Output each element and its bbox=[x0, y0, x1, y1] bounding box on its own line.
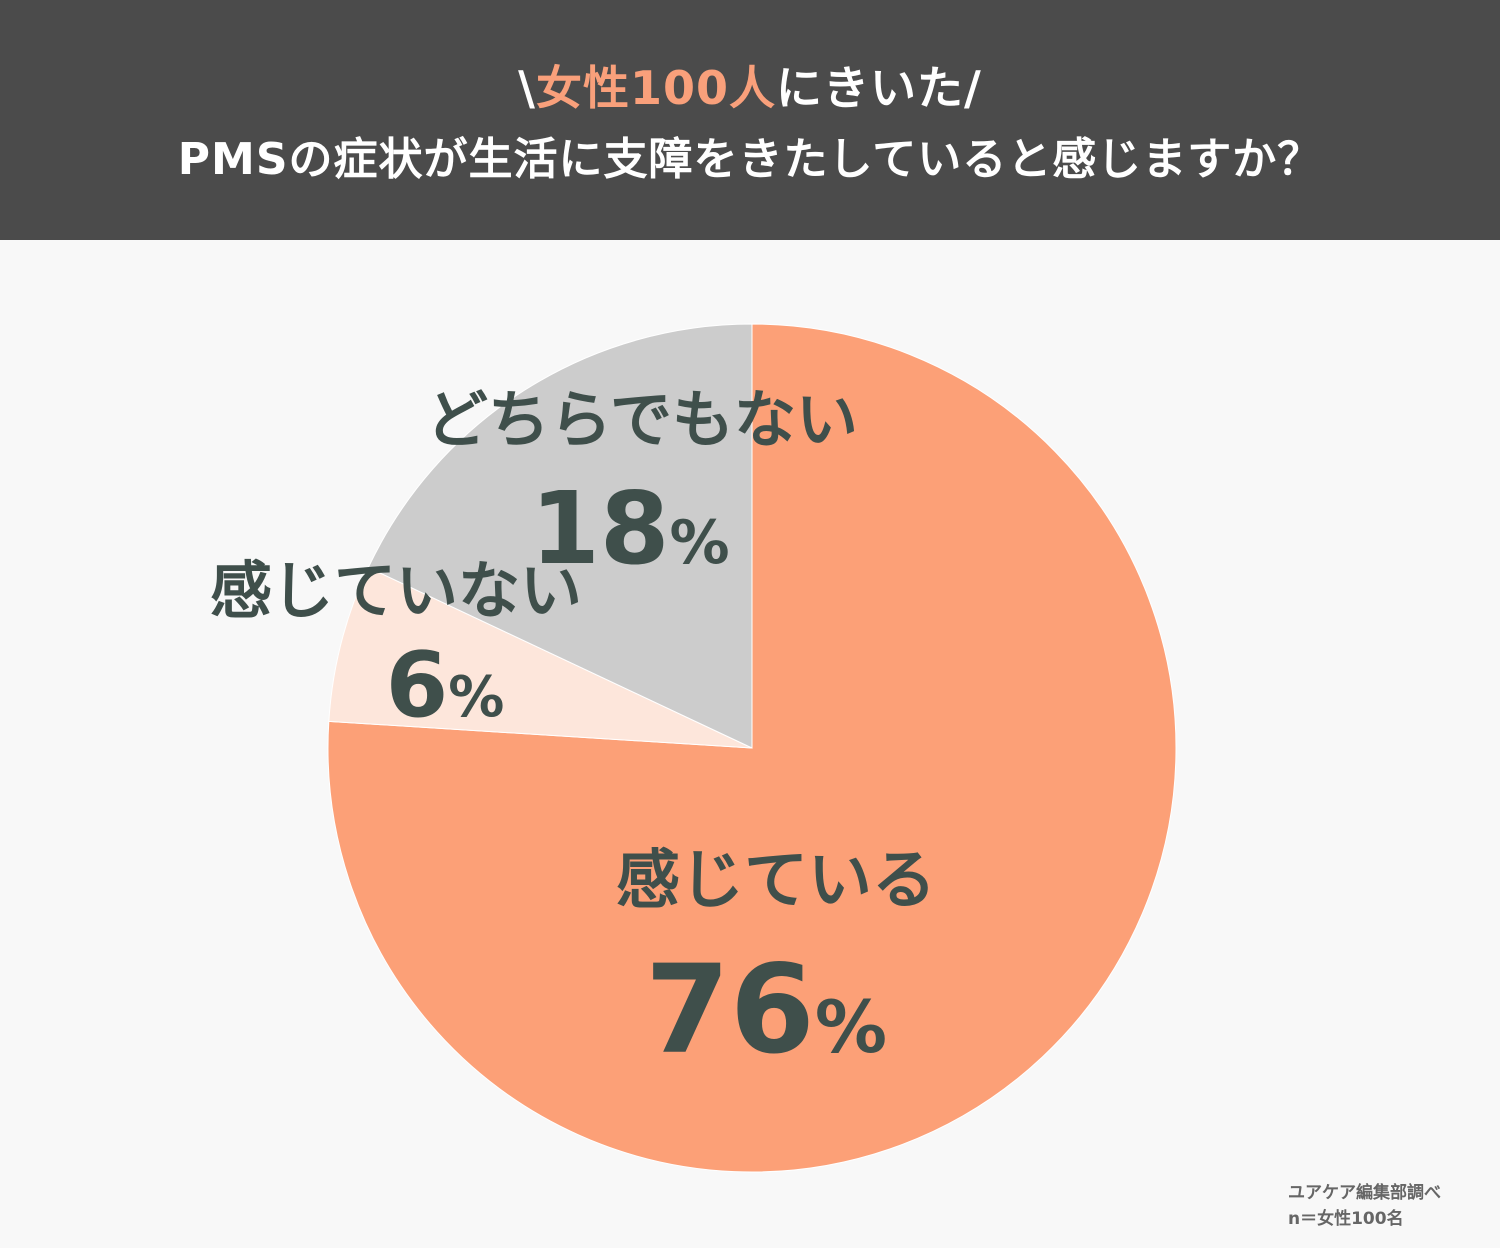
slice-value-neither-number: 18 bbox=[530, 470, 669, 587]
header-banner: \女性100人にきいた/ PMSの症状が生活に支障をきたしていると感じますか？ bbox=[0, 0, 1500, 240]
slice-label-neither: どちらでもない bbox=[426, 383, 858, 456]
pie-slice-not-feel bbox=[328, 566, 753, 749]
header-suffix: にきいた/ bbox=[776, 61, 982, 115]
slice-value-neither: 18% bbox=[530, 470, 729, 587]
slice-value-feel-number: 76 bbox=[645, 939, 815, 1081]
slice-value-feel-unit: % bbox=[815, 985, 887, 1069]
slice-value-not-feel-number: 6 bbox=[386, 633, 449, 738]
pie-slice-neither bbox=[367, 323, 753, 749]
source-line-2: n＝女性100名 bbox=[1288, 1209, 1404, 1229]
slice-value-neither-unit: % bbox=[670, 508, 730, 578]
header-prefix: \ bbox=[518, 61, 536, 115]
header-accent: 女性100人 bbox=[535, 61, 777, 115]
slice-value-not-feel: 6% bbox=[386, 633, 505, 738]
chart-title: PMSの症状が生活に支障をきたしていると感じますか？ bbox=[177, 134, 1323, 185]
slice-value-feel: 76% bbox=[645, 939, 887, 1081]
header-line-1: \女性100人にきいた/ bbox=[0, 58, 1500, 118]
slice-label-feel: 感じている bbox=[616, 844, 936, 918]
source-note: ユアケア編集部調べ n＝女性100名 bbox=[1288, 1180, 1441, 1232]
slice-label-not-feel: 感じていない bbox=[210, 554, 582, 627]
slice-value-not-feel-unit: % bbox=[448, 665, 504, 730]
source-line-1: ユアケア編集部調べ bbox=[1288, 1183, 1441, 1203]
